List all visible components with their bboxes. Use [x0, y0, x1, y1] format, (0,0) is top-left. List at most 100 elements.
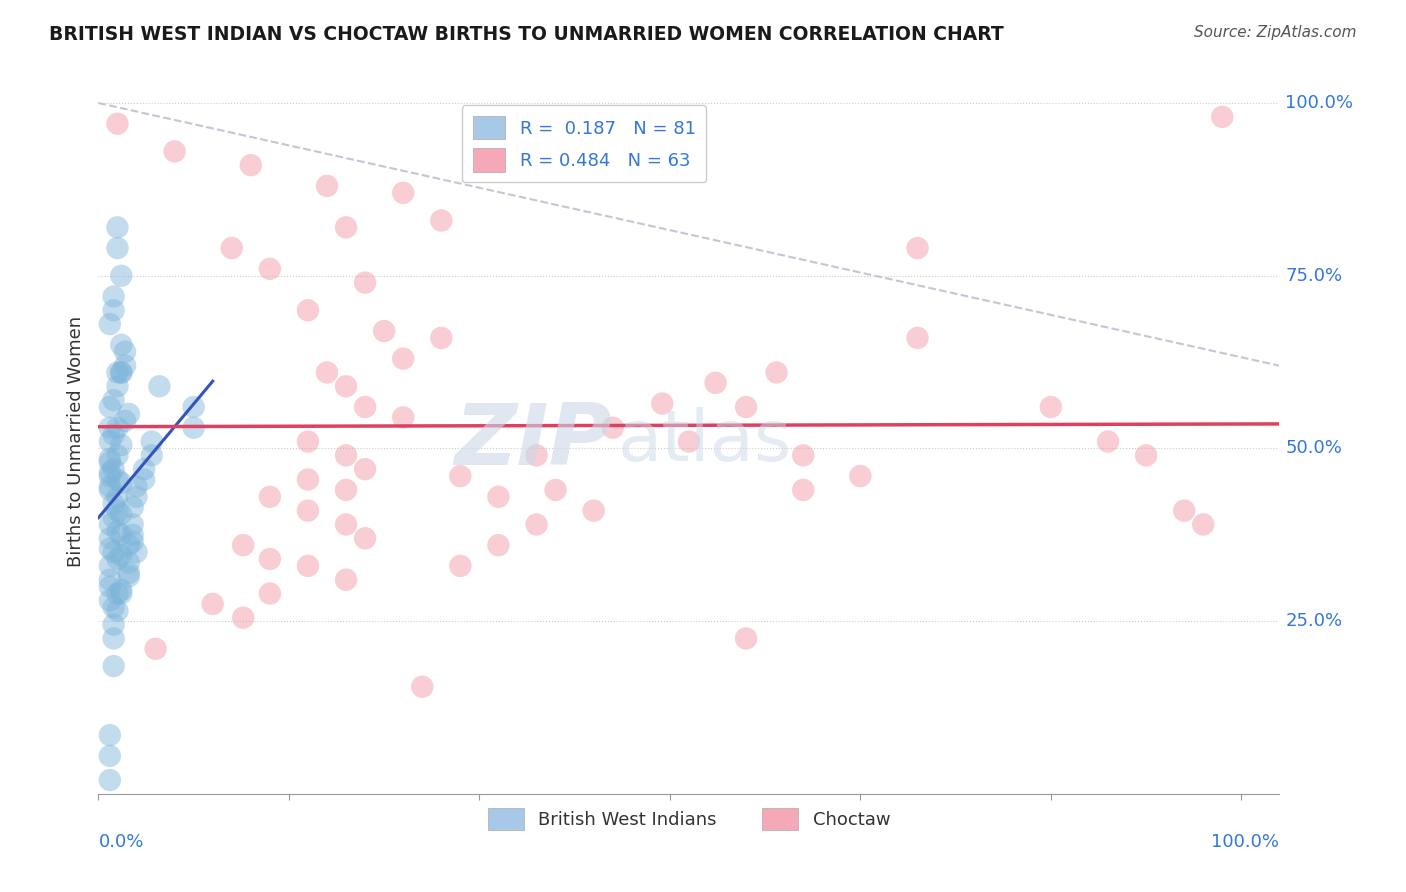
Point: [335, 573, 357, 587]
Point: [98, 483, 121, 497]
Point: [107, 241, 129, 255]
Point: [103, 497, 125, 511]
Text: 100.0%: 100.0%: [1285, 94, 1354, 112]
Point: [103, 617, 125, 632]
Point: [259, 552, 281, 566]
Point: [98, 479, 121, 493]
Point: [239, 158, 262, 172]
Point: [297, 303, 319, 318]
Point: [103, 427, 125, 442]
Point: [201, 597, 224, 611]
Point: [107, 490, 129, 504]
Point: [110, 583, 132, 598]
Point: [98, 421, 121, 435]
Point: [107, 421, 129, 435]
Point: [134, 462, 156, 476]
Point: [392, 186, 415, 200]
Point: [125, 545, 148, 559]
Point: [98, 451, 121, 466]
Point: [103, 303, 125, 318]
Point: [297, 558, 319, 573]
Point: [103, 545, 125, 559]
Point: [602, 421, 624, 435]
Point: [110, 586, 132, 600]
Point: [335, 483, 357, 497]
Point: [792, 483, 814, 497]
Point: [103, 462, 125, 476]
Point: [704, 376, 727, 390]
Point: [582, 503, 605, 517]
Point: [114, 359, 136, 373]
Point: [148, 379, 170, 393]
Point: [121, 534, 143, 549]
Point: [678, 434, 700, 449]
Point: [354, 531, 377, 545]
Point: [110, 438, 132, 452]
Point: [449, 469, 471, 483]
Point: [765, 366, 787, 380]
Text: BRITISH WEST INDIAN VS CHOCTAW BIRTHS TO UNMARRIED WOMEN CORRELATION CHART: BRITISH WEST INDIAN VS CHOCTAW BIRTHS TO…: [49, 25, 1004, 44]
Point: [121, 517, 143, 532]
Point: [118, 556, 141, 570]
Point: [735, 400, 758, 414]
Point: [259, 586, 281, 600]
Point: [544, 483, 567, 497]
Point: [183, 421, 205, 435]
Point: [449, 558, 471, 573]
Point: [110, 366, 132, 380]
Point: [118, 569, 141, 583]
Point: [98, 531, 121, 545]
Point: [107, 379, 129, 393]
Point: [163, 145, 186, 159]
Point: [98, 573, 121, 587]
Point: [488, 538, 510, 552]
Y-axis label: Births to Unmarried Women: Births to Unmarried Women: [66, 316, 84, 567]
Point: [141, 434, 163, 449]
Text: 0.0%: 0.0%: [98, 832, 143, 851]
Point: [103, 632, 125, 646]
Point: [121, 500, 143, 515]
Text: 25.0%: 25.0%: [1285, 612, 1343, 630]
Point: [297, 473, 319, 487]
Point: [259, 261, 281, 276]
Point: [849, 469, 872, 483]
Text: ZIP: ZIP: [454, 400, 612, 483]
Point: [107, 552, 129, 566]
Point: [221, 241, 243, 255]
Point: [411, 680, 433, 694]
Point: [103, 393, 125, 408]
Point: [430, 331, 453, 345]
Point: [110, 268, 132, 283]
Point: [373, 324, 395, 338]
Point: [792, 448, 814, 462]
Point: [354, 462, 377, 476]
Point: [98, 580, 121, 594]
Point: [392, 410, 415, 425]
Point: [335, 517, 357, 532]
Point: [110, 475, 132, 490]
Point: [103, 659, 125, 673]
Point: [1211, 110, 1233, 124]
Point: [110, 528, 132, 542]
Point: [1135, 448, 1157, 462]
Point: [488, 490, 510, 504]
Point: [526, 517, 548, 532]
Point: [735, 632, 758, 646]
Point: [107, 366, 129, 380]
Point: [134, 473, 156, 487]
Point: [354, 276, 377, 290]
Point: [232, 538, 254, 552]
Point: [297, 503, 319, 517]
Point: [107, 524, 129, 539]
Point: [110, 366, 132, 380]
Point: [335, 220, 357, 235]
Point: [297, 434, 319, 449]
Point: [114, 414, 136, 428]
Point: [1097, 434, 1119, 449]
Point: [335, 448, 357, 462]
Point: [107, 117, 129, 131]
Text: 75.0%: 75.0%: [1285, 267, 1343, 285]
Point: [125, 490, 148, 504]
Point: [145, 641, 167, 656]
Point: [1039, 400, 1062, 414]
